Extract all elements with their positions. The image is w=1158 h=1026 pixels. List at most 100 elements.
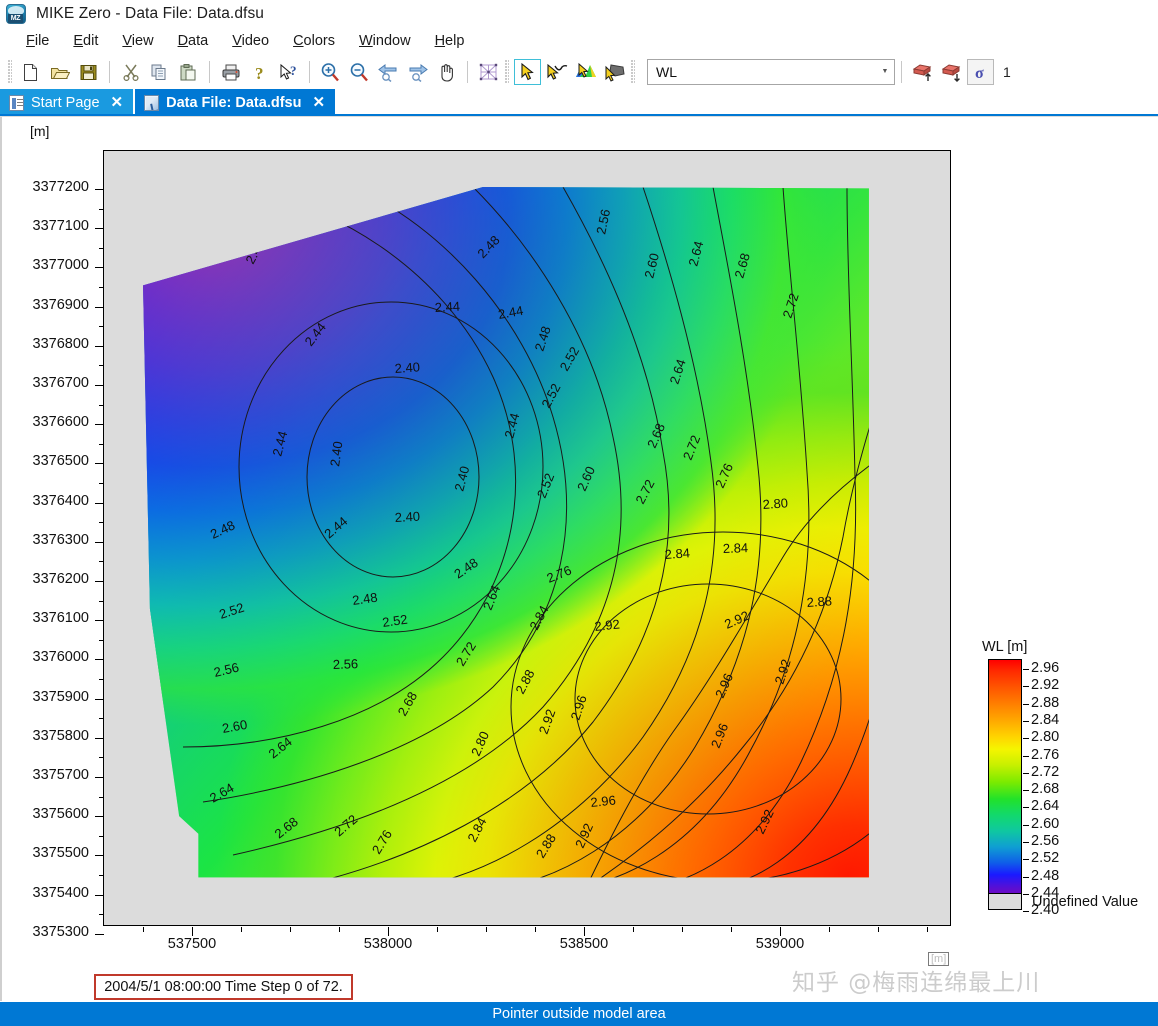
copy-icon[interactable]: [146, 59, 173, 85]
legend-tick-label: 2.80: [1031, 729, 1060, 746]
svg-text:2.96: 2.96: [568, 693, 590, 722]
svg-text:σ: σ: [975, 65, 984, 82]
x-axis-minor-tick: [829, 927, 830, 932]
export-layer-icon[interactable]: [938, 59, 965, 85]
tab-data-file[interactable]: Data File: Data.dfsu ✕: [135, 89, 338, 116]
menu-help[interactable]: Help: [434, 33, 465, 49]
toolbar-grip[interactable]: [505, 60, 509, 84]
cut-scissors-icon[interactable]: [117, 59, 144, 85]
svg-text:2.76: 2.76: [369, 827, 395, 856]
y-axis-tick: [95, 620, 104, 622]
timestep-indicator[interactable]: 2004/5/1 08:00:00 Time Step 0 of 72.: [94, 974, 353, 1000]
svg-text:2.72: 2.72: [331, 812, 360, 840]
print-icon[interactable]: [217, 59, 244, 85]
contour-level-2-56: [232, 187, 622, 856]
menu-colors[interactable]: Colors: [293, 33, 335, 49]
previous-zoom-icon[interactable]: [375, 59, 402, 85]
x-axis-tick-label: 537500: [167, 936, 217, 952]
profile-series-icon[interactable]: [543, 59, 570, 85]
menu-file[interactable]: File: [26, 33, 50, 49]
menu-video[interactable]: Video: [232, 33, 270, 49]
status-bar: Pointer outside model area: [0, 1002, 1158, 1026]
svg-text:2.64: 2.64: [266, 734, 295, 761]
y-axis-tick: [95, 698, 104, 700]
close-icon[interactable]: ✕: [110, 94, 124, 111]
save-floppy-icon[interactable]: [75, 59, 102, 85]
chevron-down-icon[interactable]: ▼: [881, 68, 889, 75]
y-axis-tick-label: 3376400: [32, 492, 89, 509]
new-icon[interactable]: [17, 59, 44, 85]
menu-edit[interactable]: Edit: [73, 33, 99, 49]
x-axis-minor-tick: [682, 927, 683, 932]
help-pointer-icon[interactable]: ?: [275, 59, 302, 85]
toolbar-separator: [309, 61, 310, 83]
x-axis-labels: 537500 538000 538500 539000: [0, 936, 1000, 960]
menu-window[interactable]: Window: [358, 33, 411, 49]
svg-text:2.52: 2.52: [381, 612, 408, 630]
y-axis-minor-tick: [99, 287, 104, 288]
menu-data[interactable]: Data: [177, 33, 209, 49]
zoom-in-icon[interactable]: [317, 59, 344, 85]
variable-select[interactable]: WL ▼: [647, 59, 895, 85]
import-layer-icon[interactable]: [909, 59, 936, 85]
y-axis-tick-label: 3376300: [32, 531, 89, 548]
legend-tick: [1023, 859, 1029, 861]
surface-plot-icon[interactable]: [572, 59, 599, 85]
tab-start-page[interactable]: Start Page ✕: [0, 89, 136, 116]
svg-text:2.88: 2.88: [533, 831, 559, 860]
svg-text:2.76: 2.76: [712, 461, 736, 490]
sigma-icon[interactable]: σ: [967, 59, 994, 85]
y-axis-tick: [95, 933, 104, 935]
y-axis-minor-tick: [99, 483, 104, 484]
legend-tick-label: 2.88: [1031, 694, 1060, 711]
y-axis-tick-label: 3375800: [32, 727, 89, 744]
close-icon[interactable]: ✕: [312, 94, 326, 111]
svg-text:2.72: 2.72: [780, 291, 802, 320]
next-zoom-icon[interactable]: [404, 59, 431, 85]
svg-text:2.76: 2.76: [545, 562, 574, 585]
zoom-out-icon[interactable]: [346, 59, 373, 85]
tab-bar: Start Page ✕ Data File: Data.dfsu ✕: [0, 89, 1158, 116]
open-folder-icon[interactable]: [46, 59, 73, 85]
svg-text:2.52: 2.52: [217, 600, 246, 622]
contour-lines: [182, 187, 869, 878]
legend-tick: [1023, 703, 1029, 705]
toolbar-grip[interactable]: [631, 60, 635, 84]
toolbar-grip[interactable]: [8, 60, 12, 84]
y-axis-tick: [95, 189, 104, 190]
y-axis-minor-tick: [99, 718, 104, 720]
page-icon: [9, 94, 24, 111]
svg-text:2.80: 2.80: [468, 729, 492, 758]
mesh-grid-icon[interactable]: [475, 59, 502, 85]
select-arrow-icon[interactable]: [514, 59, 541, 85]
svg-text:2.64: 2.64: [685, 239, 706, 267]
y-axis-minor-tick: [99, 365, 104, 367]
svg-text:2.72: 2.72: [453, 639, 479, 668]
svg-text:2.64: 2.64: [207, 780, 236, 806]
legend-tick-label: 2.76: [1031, 746, 1060, 763]
x-axis-ticks: [103, 927, 953, 936]
x-axis-tick: [780, 927, 781, 936]
toolbar-separator: [109, 61, 110, 83]
y-axis-minor-tick: [99, 757, 104, 759]
toolbar-separator: [209, 61, 210, 83]
pan-hand-icon[interactable]: [433, 59, 460, 85]
legend-tick: [1023, 807, 1029, 809]
y-axis-tick: [95, 345, 104, 347]
y-axis-tick-label: 3377200: [32, 179, 89, 195]
polygon-select-icon[interactable]: [601, 59, 628, 85]
y-axis-tick: [95, 581, 104, 582]
svg-text:2.88: 2.88: [806, 593, 832, 610]
svg-text:2.44: 2.44: [269, 429, 290, 457]
y-axis-tick-label: 3377000: [32, 257, 89, 274]
y-axis-tick: [95, 267, 104, 269]
svg-text:2.48: 2.48: [351, 590, 378, 608]
paste-clipboard-icon[interactable]: [175, 59, 202, 85]
y-axis-minor-tick: [99, 561, 104, 563]
help-question-icon[interactable]: ?: [246, 59, 273, 85]
y-axis-tick: [95, 541, 104, 543]
contour-plot[interactable]: 2.40 2.40 2.40 2.40 2.44 2.44 2.44 2.44 …: [103, 150, 951, 926]
svg-text:2.48: 2.48: [474, 232, 502, 261]
svg-text:2.48: 2.48: [532, 324, 554, 353]
menu-view[interactable]: View: [122, 33, 154, 49]
